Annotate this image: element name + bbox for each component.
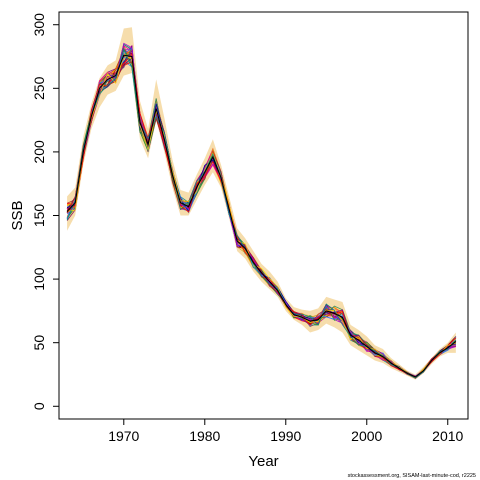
run-line [66, 52, 456, 377]
run-line [66, 47, 456, 377]
run-line [66, 48, 457, 379]
x-tick-label: 1980 [189, 428, 220, 444]
run-line [66, 54, 456, 377]
run-line [66, 51, 456, 377]
run-line [66, 46, 457, 377]
run-line [67, 47, 457, 379]
y-tick-label: 0 [31, 402, 47, 410]
x-axis-title: Year [248, 453, 278, 470]
run-line [66, 46, 457, 379]
run-line [66, 48, 457, 379]
y-tick-label: 150 [31, 204, 47, 228]
run-line [66, 52, 457, 378]
run-line [66, 42, 456, 378]
run-line [66, 53, 457, 379]
run-line [66, 53, 457, 378]
x-tick-label: 2000 [351, 428, 382, 444]
run-line [67, 61, 456, 379]
run-line [66, 47, 457, 378]
run-line [66, 57, 457, 378]
run-line [66, 46, 457, 378]
series-line-mean [66, 54, 457, 378]
run-line [67, 54, 456, 379]
footnote: stockassessment.org, SISAM-last-minute-c… [348, 473, 476, 479]
y-tick-label: 100 [31, 267, 47, 291]
run-line [66, 45, 457, 379]
run-line [66, 44, 457, 378]
y-tick-label: 200 [31, 140, 47, 164]
run-line [66, 48, 457, 379]
run-line [66, 48, 456, 377]
run-line [66, 53, 457, 377]
y-axis-title: SSB [9, 200, 26, 230]
series-lines-layer [66, 42, 457, 379]
run-line [66, 57, 457, 378]
run-line [66, 43, 457, 378]
y-axis: 0 50 100 150 200 250 300 [31, 13, 59, 410]
run-line [66, 60, 457, 378]
x-tick-label: 1990 [270, 428, 301, 444]
y-tick-label: 50 [31, 335, 47, 351]
run-line [66, 50, 457, 379]
x-tick-label: 2010 [432, 428, 463, 444]
run-line [66, 54, 457, 378]
run-line [66, 44, 457, 379]
confidence-band [67, 27, 456, 380]
run-line [66, 47, 457, 377]
y-tick-label: 300 [31, 13, 47, 37]
x-tick-label: 1970 [108, 428, 139, 444]
run-line [66, 45, 456, 379]
run-line [66, 61, 456, 379]
run-line [66, 43, 456, 379]
x-axis: 1970 1980 1990 2000 2010 [108, 419, 464, 444]
run-line [66, 45, 457, 379]
run-line [66, 49, 456, 379]
y-tick-label: 250 [31, 76, 47, 100]
run-line [67, 49, 457, 379]
confidence-band-layer [67, 27, 456, 380]
